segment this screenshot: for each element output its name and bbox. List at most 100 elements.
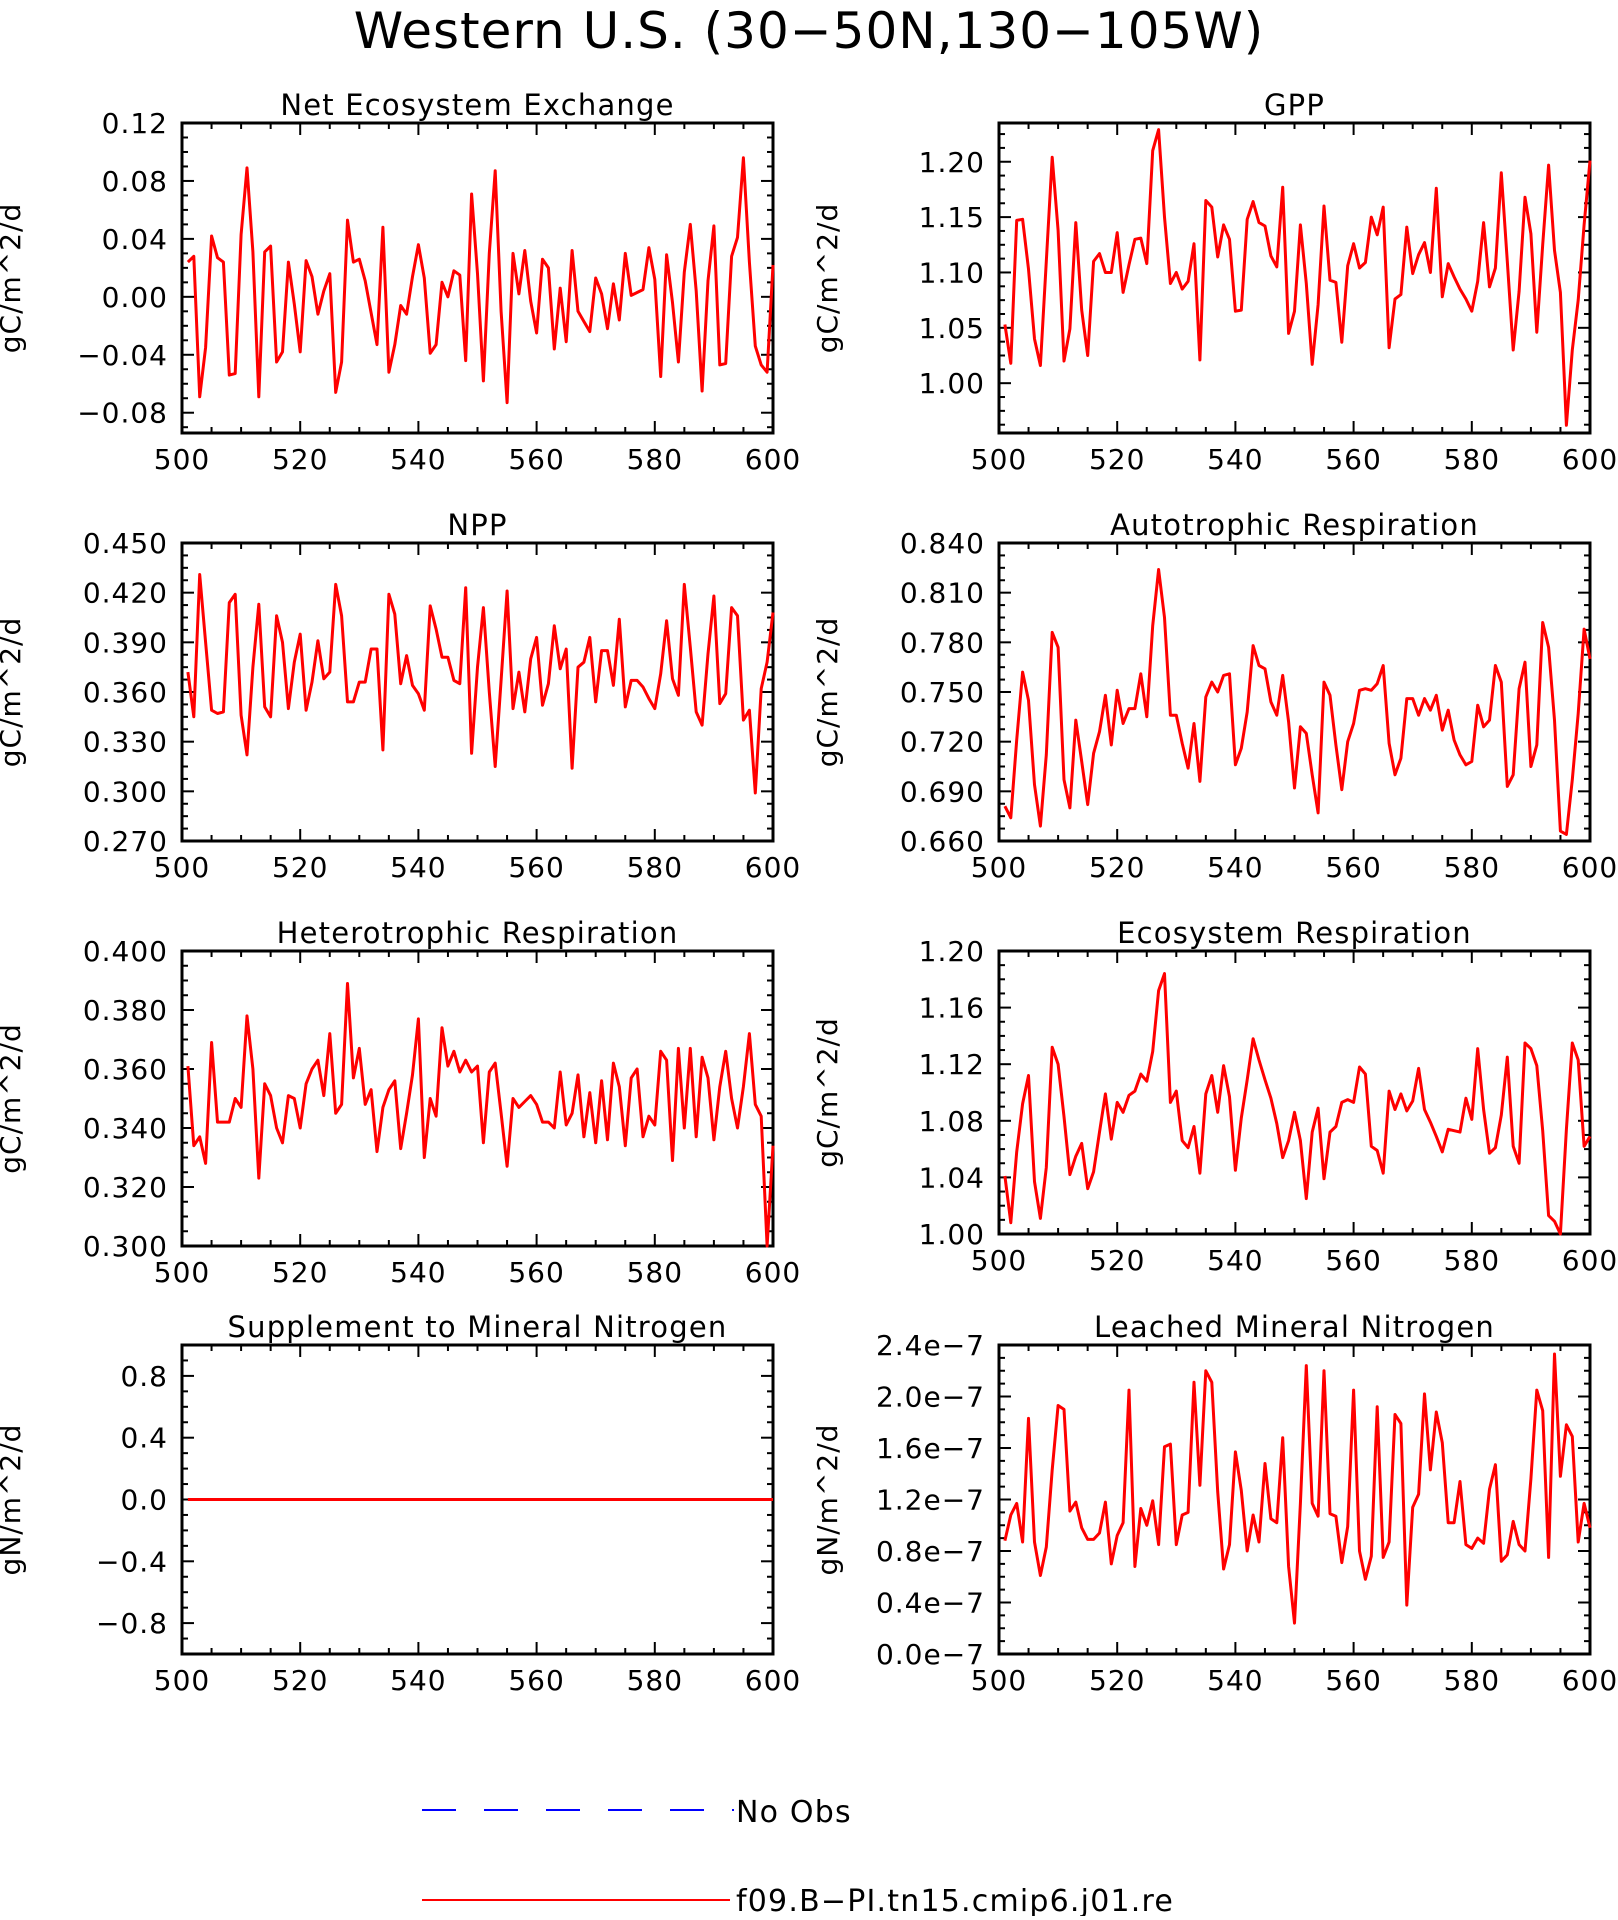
panel-title: NPP [447,508,507,542]
y-tick-label: 0.270 [83,825,168,858]
x-tick-label: 560 [508,443,564,476]
x-tick-label: 600 [745,851,801,884]
x-tick-label: 500 [971,443,1027,476]
y-tick-label: 1.04 [919,1161,985,1194]
y-tick-label: 0.660 [900,825,985,858]
y-tick-label: 1.10 [919,256,985,289]
x-tick-label: 540 [390,1256,446,1289]
x-tick-label: 580 [627,1664,683,1697]
y-tick-label: 0.450 [83,527,168,560]
x-tick-label: 540 [1207,1244,1263,1277]
y-tick-label: 0.4e−7 [876,1587,985,1620]
x-tick-label: 560 [1325,1664,1381,1697]
y-tick-label: 0.720 [900,726,985,759]
panel-title: Supplement to Mineral Nitrogen [228,1310,728,1344]
y-axis-label: gC/m^2/d [0,203,27,354]
panel-title: Heterotrophic Respiration [277,916,679,950]
y-tick-label: 0.8e−7 [876,1535,985,1568]
x-tick-label: 500 [971,851,1027,884]
x-tick-label: 540 [390,443,446,476]
panel-4: Autotrophic Respiration gC/m^2/d 500 520 540… [811,508,1618,884]
y-tick-label: 0.810 [900,577,985,610]
x-tick-label: 580 [627,443,683,476]
x-tick-label: 520 [1089,443,1145,476]
y-tick-label: 0.8 [120,1360,168,1393]
series-line [186,573,775,795]
legend-label-no-obs: No Obs [736,1795,852,1830]
y-tick-label: −0.8 [96,1607,168,1640]
y-tick-label: 0.400 [83,935,168,968]
y-tick-label: 0.0e−7 [876,1638,985,1671]
x-tick-label: 500 [154,1664,210,1697]
y-tick-label: 1.20 [919,935,985,968]
x-tick-label: 520 [272,1256,328,1289]
x-tick-label: 580 [627,851,683,884]
x-tick-label: 500 [154,1256,210,1289]
x-tick-label: 560 [508,1664,564,1697]
series-line [186,982,775,1248]
x-tick-label: 600 [1562,851,1618,884]
plot-frame [997,121,1592,435]
series-line [1003,1352,1592,1625]
y-tick-label: 1.12 [919,1048,985,1081]
y-tick-label: 0.780 [900,626,985,659]
panel-title: Net Ecosystem Exchange [280,88,674,122]
x-tick-label: 600 [1562,1664,1618,1697]
y-tick-label: 0.04 [102,223,168,256]
panel-6: Ecosystem Respiration gC/m^2/d 500 520 540 56… [811,916,1617,1277]
y-tick-label: 1.6e−7 [876,1432,985,1465]
y-tick-label: 0.390 [83,626,168,659]
y-tick-label: 0.08 [102,165,168,198]
y-tick-label: 1.20 [919,146,985,179]
y-axis-label: gN/m^2/d [0,1424,27,1576]
y-tick-label: 0.420 [83,577,168,610]
y-tick-label: −0.04 [77,339,168,372]
x-tick-label: 600 [1562,443,1618,476]
y-tick-label: 0.12 [102,107,168,140]
y-tick-label: 1.15 [919,201,985,234]
y-axis-label: gC/m^2/d [811,617,844,768]
y-tick-label: −0.4 [96,1545,168,1578]
y-tick-label: 1.00 [919,367,985,400]
y-tick-label: 2.4e−7 [876,1329,985,1362]
y-tick-label: 2.0e−7 [876,1381,985,1414]
series-line [1003,972,1592,1236]
y-tick-label: 1.16 [919,992,985,1025]
y-axis-label: gN/m^2/d [811,1424,844,1576]
y-axis-label: gC/m^2/d [811,203,844,354]
plot-frame [997,949,1592,1236]
series-line [186,156,775,405]
x-tick-label: 500 [971,1244,1027,1277]
series-line [1003,128,1592,427]
y-tick-label: 0.00 [102,281,168,314]
panel-1: Net Ecosystem Exchange gC/m^2/d 500 520 540 5… [0,88,800,476]
y-tick-label: 0.840 [900,527,985,560]
x-tick-label: 520 [1089,1664,1145,1697]
x-tick-label: 540 [1207,851,1263,884]
x-tick-label: 600 [745,1256,801,1289]
x-tick-label: 540 [390,851,446,884]
panel-title: Leached Mineral Nitrogen [1094,1310,1495,1344]
y-tick-label: 1.2e−7 [876,1484,985,1517]
y-axis-label: gC/m^2/d [0,1023,27,1174]
y-tick-label: 0.320 [83,1171,168,1204]
x-tick-label: 580 [1444,443,1500,476]
x-tick-label: 520 [272,851,328,884]
x-tick-label: 540 [1207,443,1263,476]
panel-title: Ecosystem Respiration [1117,916,1472,950]
y-axis-label: gC/m^2/d [811,1017,844,1168]
y-tick-label: 0.380 [83,994,168,1027]
panel-5: Heterotrophic Respiration gC/m^2/d 500 520 5… [0,916,801,1289]
y-axis-label: gC/m^2/d [0,617,27,768]
y-tick-label: 1.08 [919,1105,985,1138]
x-tick-label: 560 [508,851,564,884]
y-tick-label: 0.340 [83,1112,168,1145]
panel-3: NPP gC/m^2/d 500 520 540 560 580 600 0.270 0.300 0… [0,508,801,884]
y-tick-label: 1.00 [919,1218,985,1251]
y-tick-label: 0.300 [83,775,168,808]
y-tick-label: 0.4 [120,1422,168,1455]
legend-label-model: f09.B−PI.tn15.cmip6.j01.re [736,1884,1174,1916]
y-tick-label: 1.05 [919,312,985,345]
